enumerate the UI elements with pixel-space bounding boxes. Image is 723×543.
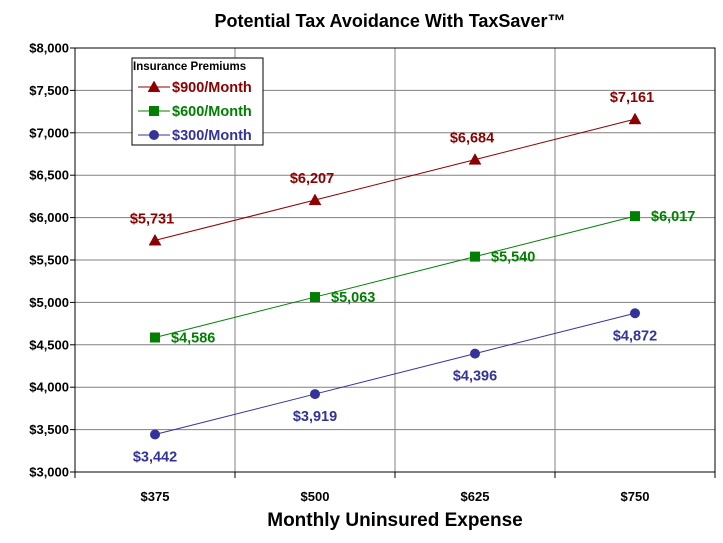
x-tick-label: $500: [301, 489, 330, 504]
data-label: $6,684: [450, 131, 494, 147]
x-tick-label: $625: [461, 489, 490, 504]
data-label: $3,919: [293, 409, 337, 425]
legend-entry: $600/Month: [138, 104, 252, 120]
series-2: $4,586 $5,063 $5,540 $6,017: [150, 209, 695, 347]
legend-label: $600/Month: [172, 104, 252, 120]
y-tick-label: $7,000: [29, 125, 69, 140]
y-tick-label: $6,500: [29, 168, 69, 183]
data-label: $4,586: [171, 331, 215, 347]
data-point: [310, 389, 320, 400]
data-point: [148, 233, 162, 246]
data-point: [628, 112, 642, 125]
x-tick-label: $375: [141, 489, 170, 504]
grid: [75, 48, 715, 472]
data-label: $3,442: [133, 450, 177, 466]
y-tick-label: $5,000: [29, 295, 69, 310]
y-tick-label: $5,500: [29, 253, 69, 268]
legend-entry: $900/Month: [138, 80, 252, 96]
data-point: [470, 251, 480, 262]
x-axis-label: Monthly Uninsured Expense: [267, 510, 522, 531]
data-point: [308, 193, 322, 206]
data-label: $5,540: [491, 250, 535, 266]
data-point: [468, 153, 482, 165]
data-label: $6,207: [290, 171, 334, 187]
data-label: $4,872: [613, 328, 657, 344]
y-tick-label: $3,000: [29, 465, 69, 480]
data-label: $4,396: [453, 369, 497, 385]
legend-marker: [147, 80, 161, 93]
data-point: [310, 292, 320, 303]
data-point: [150, 332, 160, 343]
y-tick-label: $4,500: [29, 337, 69, 352]
legend: Insurance Premiums $900/Month $600/Month $…: [131, 57, 264, 146]
data-point: [470, 348, 480, 359]
series-layer: $5,731 $6,207 $6,684 $7,161 $4,586 $5,063 $5,5…: [130, 90, 696, 465]
data-label: $6,017: [651, 209, 695, 225]
data-label: $5,063: [331, 290, 375, 306]
y-tick-label: $7,500: [29, 83, 69, 98]
data-label: $7,161: [610, 90, 654, 106]
legend-marker: [149, 106, 159, 116]
data-point: [630, 308, 640, 319]
data-label: $5,731: [130, 211, 174, 227]
legend-label: $900/Month: [172, 80, 252, 96]
data-point: [630, 211, 640, 222]
legend-entry: $300/Month: [138, 128, 252, 144]
axes: $3,000 $3,500 $4,000 $4,500 $5,000 $5,500 $6,0…: [29, 41, 716, 504]
y-tick-label: $6,000: [29, 210, 69, 225]
series-line: [154, 118, 636, 241]
series-3: $3,442 $3,919 $4,396 $4,872: [133, 308, 657, 466]
data-point: [150, 429, 160, 440]
y-tick-label: $8,000: [29, 41, 69, 56]
series-line: [154, 215, 636, 338]
legend-label: $300/Month: [172, 128, 252, 144]
y-tick-label: $4,000: [29, 380, 69, 395]
legend-title: Insurance Premiums: [133, 61, 246, 73]
series-line: [154, 312, 636, 436]
y-tick-label: $3,500: [29, 422, 69, 437]
x-tick-label: $750: [621, 489, 650, 504]
series-1: $5,731 $6,207 $6,684 $7,161: [130, 90, 654, 246]
chart-title: Potential Tax Avoidance With TaxSaver™: [215, 11, 566, 31]
legend-marker: [149, 130, 159, 140]
